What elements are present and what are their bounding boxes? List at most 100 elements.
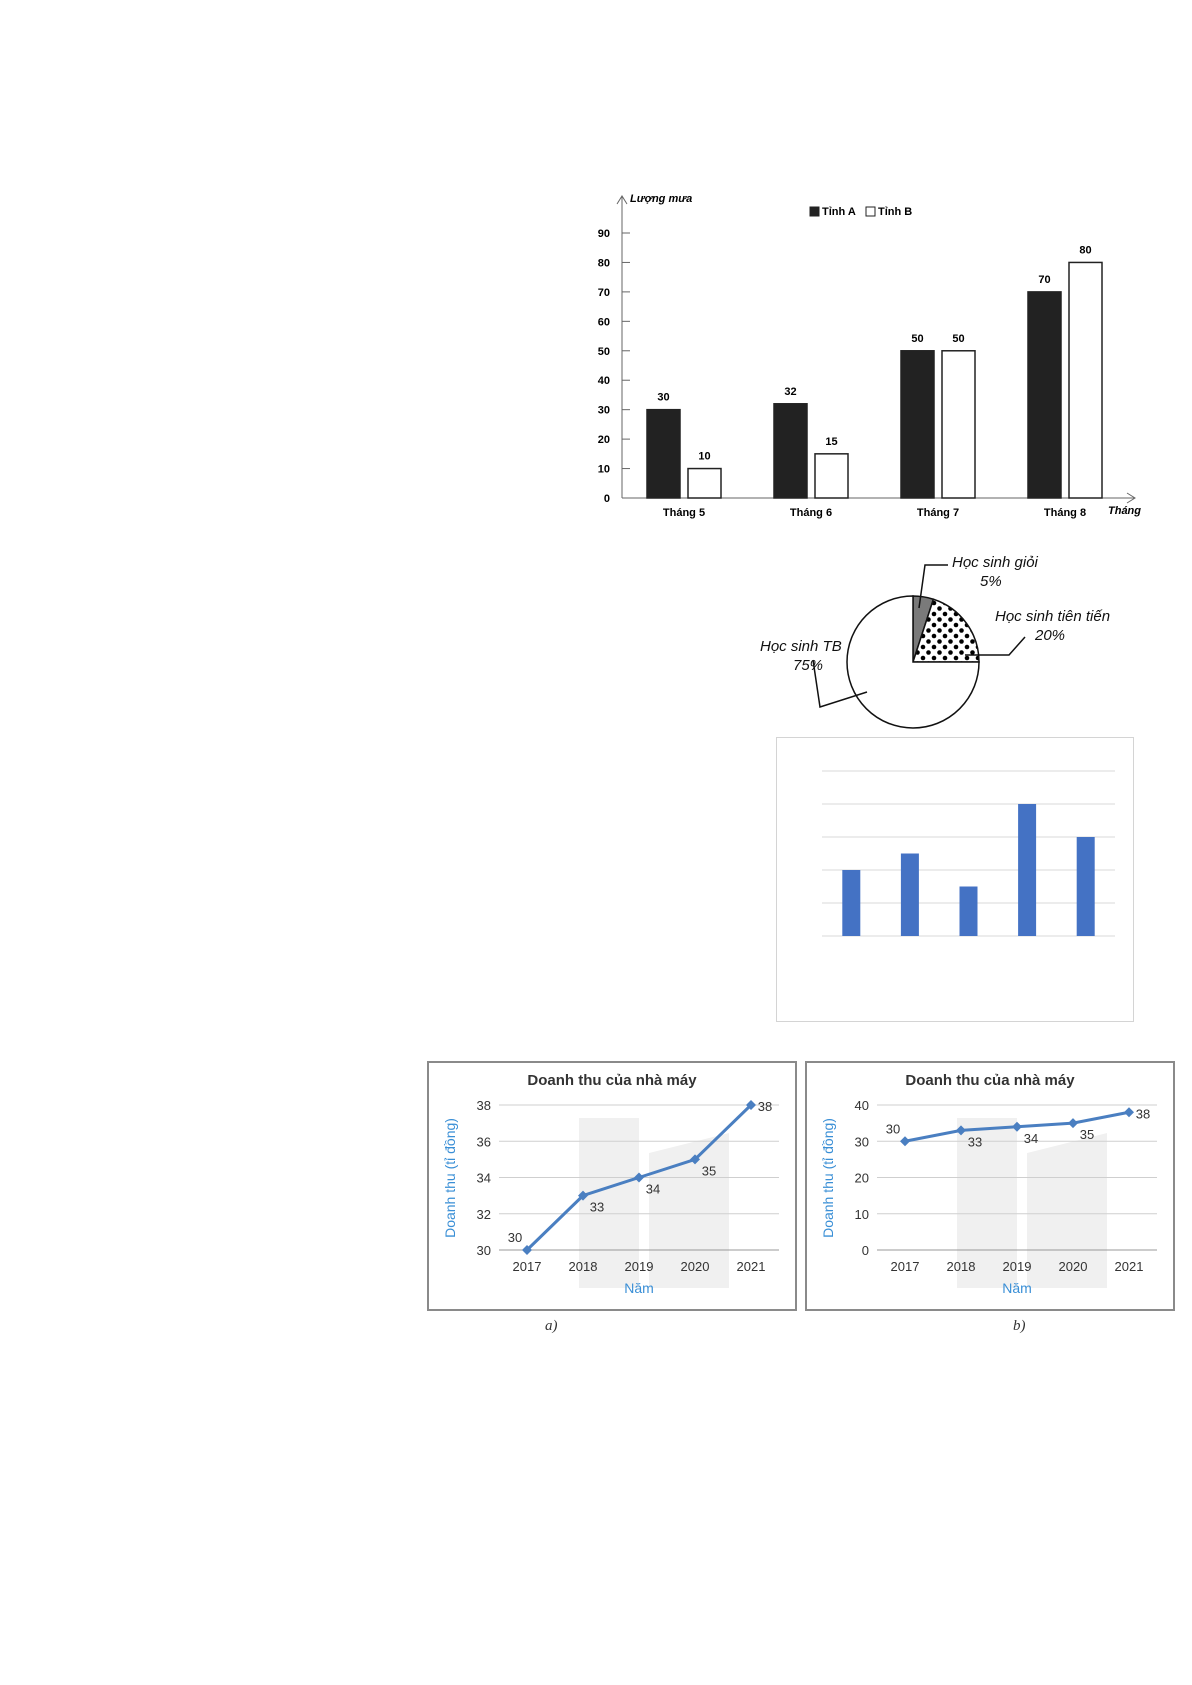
x-tick-label: Tháng 8 (1044, 507, 1086, 519)
data-label-b-2: 34 (1024, 1131, 1038, 1146)
data-label-a-4: 38 (758, 1099, 772, 1114)
data-label-0-2: 50 (911, 333, 923, 345)
student-pie-svg: Học sinh giỏi 5% Học sinh tiên tiến 20% Học … (760, 554, 1110, 729)
data-point-a-0 (522, 1245, 532, 1255)
x-tick-label: Tháng 6 (790, 507, 832, 519)
bar-3 (1018, 804, 1037, 936)
y-tick-label: 0 (604, 493, 610, 505)
x-tick-label-b: 2018 (947, 1259, 976, 1274)
data-label-1-0: 10 (698, 451, 710, 463)
pie-value-2: 75% (793, 657, 823, 674)
y-tick-label-a: 38 (477, 1098, 491, 1113)
legend-label-1: Tỉnh B (878, 206, 912, 218)
data-label-b-1: 33 (968, 1134, 982, 1149)
bar-0-3 (1027, 291, 1062, 499)
pie-label-0: Học sinh giỏi (952, 554, 1039, 571)
caption-a: a) (545, 1318, 558, 1334)
bar-2 (959, 886, 978, 936)
y-tick-label-b: 10 (855, 1207, 869, 1222)
revenue-line-svg-b: Doanh thu của nhà máy 0 10 20 30 40 2017 2018 20… (820, 1072, 1157, 1296)
x-tick-label-a: 2020 (681, 1259, 710, 1274)
y-tick-label-b: 30 (855, 1134, 869, 1149)
x-tick-label-a: 2021 (737, 1259, 766, 1274)
y-tick-label: 30 (598, 405, 610, 417)
student-pie-chart: Học sinh giỏi 5% Học sinh tiên tiến 20% Học … (755, 545, 1135, 735)
leader-line-1 (965, 636, 1026, 656)
data-label-a-3: 35 (702, 1163, 716, 1178)
bar-1-0 (687, 467, 722, 499)
bar-4 (1076, 837, 1095, 936)
x-tick-label-b: 2019 (1003, 1259, 1032, 1274)
y-tick-label-a: 36 (477, 1134, 491, 1149)
bar-1-2 (941, 350, 976, 499)
bar-0-0 (646, 408, 681, 499)
pie-value-0: 5% (980, 573, 1002, 590)
revenue-line-chart-b: Doanh thu của nhà máy 0 10 20 30 40 2017 2018 20… (805, 1061, 1175, 1311)
y-tick-label-a: 34 (477, 1171, 491, 1186)
y-tick-label: 70 (598, 287, 610, 299)
y-axis-label: Lượng mưa (630, 193, 692, 205)
pie-slice-2 (846, 595, 980, 729)
x-tick-label: Tháng 7 (917, 507, 959, 519)
rainfall-bar-svg: Lượng mưa Tháng 0 10 20 30 40 50 60 70 80 90 Tỉnh A T… (598, 193, 1142, 519)
y-tick-label-a: 30 (477, 1243, 491, 1258)
y-tick-label: 60 (598, 316, 610, 328)
data-point-a-3 (690, 1154, 700, 1165)
data-point-a-4 (746, 1100, 756, 1110)
y-tick-label: 40 (598, 375, 610, 387)
y-tick-label: 80 (598, 257, 610, 269)
data-label-1-3: 80 (1079, 244, 1091, 256)
legend-swatch-1 (865, 206, 876, 217)
data-label-a-0: 30 (508, 1230, 522, 1245)
data-label-0-3: 70 (1038, 274, 1050, 286)
x-axis-arrow (1126, 492, 1136, 504)
data-label-1-1: 15 (825, 436, 837, 448)
bar-1 (900, 853, 919, 936)
bar-0-1 (773, 403, 808, 499)
y-tick-label-a: 32 (477, 1207, 491, 1222)
data-point-a-2 (634, 1172, 644, 1183)
pie-label-1: Học sinh tiên tiến (995, 608, 1110, 625)
rainfall-bar-chart: Lượng mưa Tháng 0 10 20 30 40 50 60 70 80 90 Tỉnh A T… (590, 188, 1150, 523)
chart-title-b: Doanh thu của nhà máy (905, 1072, 1075, 1089)
y-axis-label-b: Doanh thu (tỉ đồng) (820, 1118, 836, 1238)
x-axis-label-b: Năm (1002, 1280, 1032, 1296)
x-tick-label-a: 2018 (569, 1259, 598, 1274)
y-tick-label-b: 40 (855, 1098, 869, 1113)
bar-1-1 (814, 453, 849, 499)
blue-bar-chart (776, 737, 1134, 1022)
data-point-b-4 (1124, 1107, 1134, 1118)
x-tick-label: Tháng 5 (663, 507, 705, 519)
x-tick-label-a: 2017 (513, 1259, 542, 1274)
x-tick-label-b: 2017 (891, 1259, 920, 1274)
y-tick-label: 20 (598, 434, 610, 446)
y-axis-label-a: Doanh thu (tỉ đồng) (442, 1118, 458, 1238)
data-point-b-3 (1068, 1118, 1078, 1129)
data-point-b-1 (956, 1125, 966, 1136)
x-axis-label: Tháng (1108, 505, 1141, 517)
revenue-line-svg-a: Doanh thu của nhà máy 30 32 34 36 38 2017 2018 2… (442, 1072, 779, 1296)
data-point-b-2 (1012, 1121, 1022, 1132)
blue-bar-svg (822, 770, 1115, 937)
data-label-a-1: 33 (590, 1200, 604, 1215)
chart-title-a: Doanh thu của nhà máy (527, 1072, 697, 1089)
pie-value-1: 20% (1034, 627, 1065, 644)
data-label-0-1: 32 (784, 386, 796, 398)
y-tick-label: 90 (598, 228, 610, 240)
y-axis-arrow (616, 195, 628, 205)
leader-line-0 (918, 564, 948, 609)
leader-line-2 (812, 659, 868, 708)
data-label-1-2: 50 (952, 333, 964, 345)
watermark-b (957, 1118, 1107, 1288)
y-tick-label-b: 20 (855, 1171, 869, 1186)
y-tick-label: 10 (598, 464, 610, 476)
x-axis-label-a: Năm (624, 1280, 654, 1296)
bar-1-3 (1068, 261, 1103, 499)
data-label-0-0: 30 (657, 392, 669, 404)
y-tick-label-b: 0 (862, 1243, 869, 1258)
legend-label-0: Tỉnh A (822, 206, 856, 218)
pie-label-2: Học sinh TB (760, 638, 842, 655)
caption-b: b) (1013, 1318, 1026, 1334)
data-label-a-2: 34 (646, 1182, 660, 1197)
bar-0 (842, 870, 861, 936)
